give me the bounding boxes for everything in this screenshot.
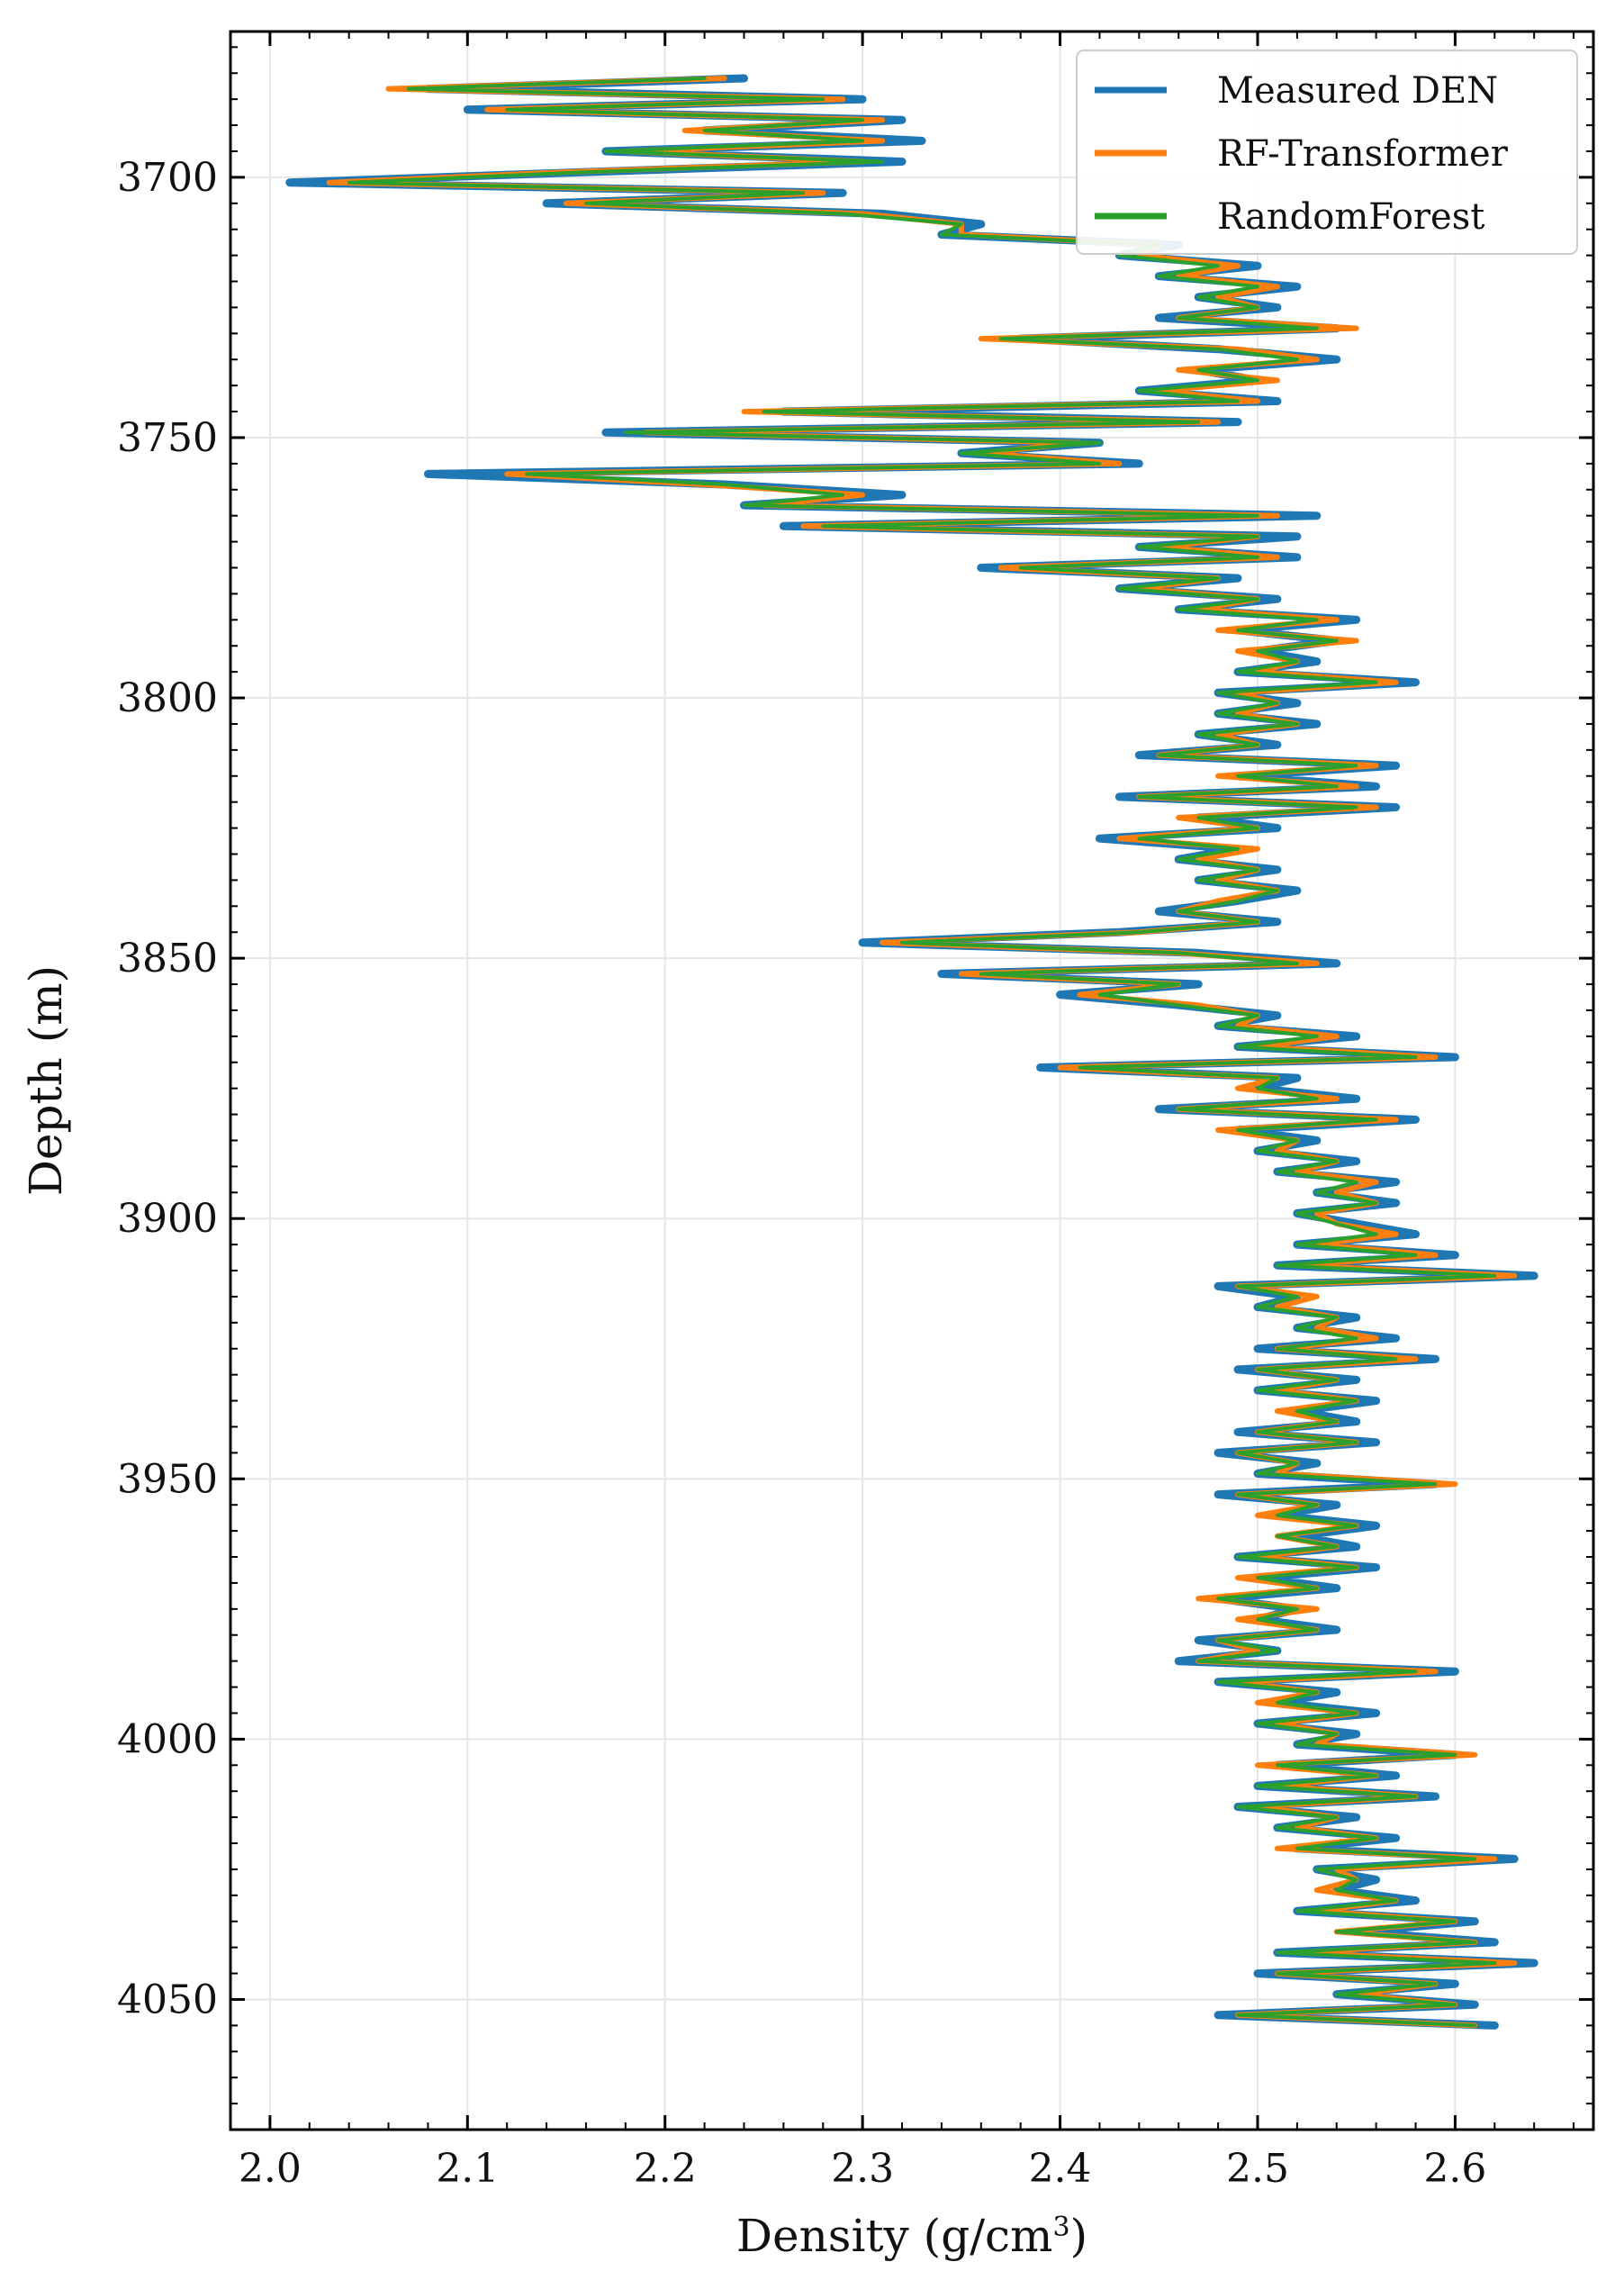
- y-tick-label: 3700: [117, 155, 218, 201]
- y-tick-label: 4050: [117, 1977, 218, 2022]
- series-lines: [285, 74, 1538, 2030]
- x-tick-label: 2.1: [436, 2146, 499, 2192]
- x-tick-label: 2.2: [634, 2146, 697, 2192]
- legend-box: [1076, 50, 1578, 255]
- y-tick-label: 3950: [117, 1456, 218, 1502]
- svg-text:Density (g/cm3): Density (g/cm3): [736, 2210, 1087, 2262]
- legend: Measured DEN RF-Transformer RandomForest: [1076, 50, 1578, 255]
- legend-label: Measured DEN: [1217, 70, 1498, 112]
- x-axis-title-close: ): [1070, 2210, 1088, 2262]
- x-axis-title-superscript: 3: [1052, 2212, 1069, 2243]
- y-axis-title: Depth (m): [20, 965, 72, 1196]
- y-tick-label: 4000: [117, 1716, 218, 1762]
- x-tick-label: 2.5: [1226, 2146, 1289, 2192]
- axis-ticks: 2.0 2.1 2.2 2.3 2.4 2.5 2.6 3700 3750 3800 3850 390…: [117, 32, 1593, 2192]
- y-tick-label: 3800: [117, 675, 218, 721]
- y-tick-label: 3900: [117, 1196, 218, 1242]
- plot-frame: [229, 30, 1595, 2131]
- legend-label: RandomForest: [1217, 196, 1484, 238]
- series-line-randomforest: [347, 77, 1497, 2028]
- y-tick-label: 3850: [117, 936, 218, 982]
- x-axis-title: Density (g/cm3): [736, 2210, 1087, 2262]
- x-axis-title-text: Density (g/cm: [736, 2210, 1053, 2262]
- x-tick-label: 2.6: [1423, 2146, 1486, 2192]
- x-tick-label: 2.4: [1029, 2146, 1092, 2192]
- y-tick-label: 3750: [117, 415, 218, 461]
- legend-label: RF-Transformer: [1217, 133, 1509, 175]
- x-tick-label: 2.0: [239, 2146, 302, 2192]
- x-tick-label: 2.3: [831, 2146, 894, 2192]
